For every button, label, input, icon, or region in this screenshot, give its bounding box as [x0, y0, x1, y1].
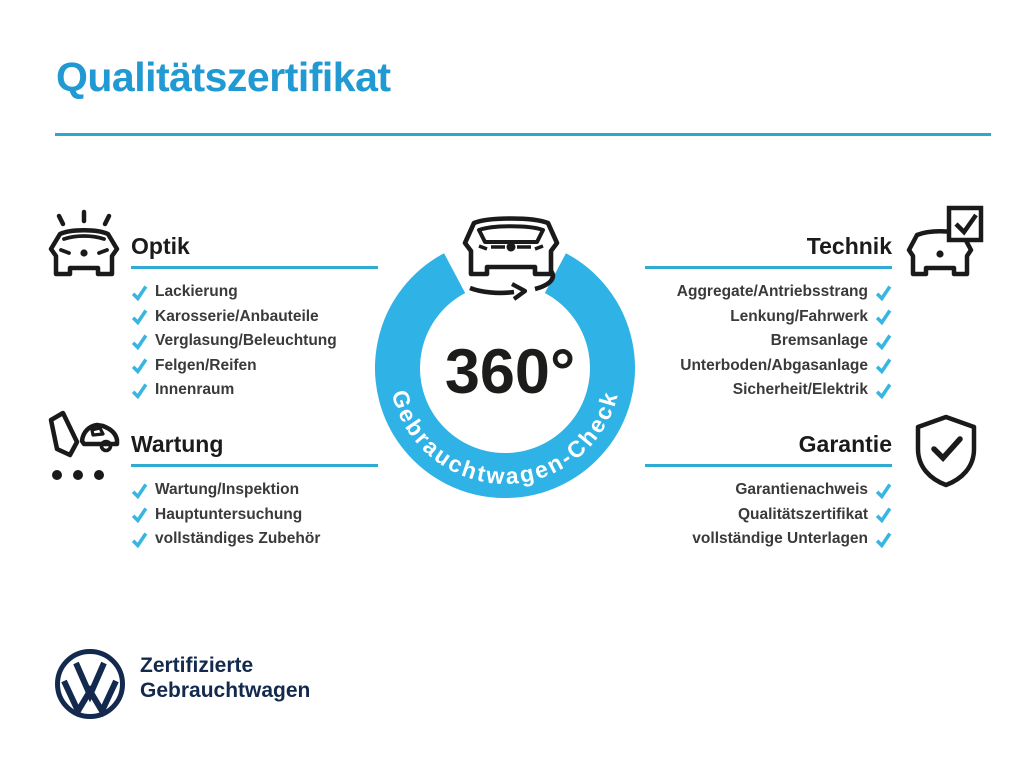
section-rule	[645, 464, 892, 467]
section-garantie: Garantie Garantienachweis Qualitätszerti…	[645, 431, 892, 552]
check-icon	[875, 309, 892, 326]
list-item: Karosserie/Anbauteile	[131, 305, 378, 330]
list-item-label: Hauptuntersuchung	[155, 505, 303, 523]
vw-logo	[55, 649, 125, 719]
list-item-label: Unterboden/Abgasanlage	[680, 356, 868, 374]
service-checklist-icon	[48, 410, 120, 480]
list-item: Aggregate/Antriebsstrang	[645, 280, 892, 305]
check-icon	[131, 309, 148, 326]
footer-brand-line1: Zertifizierte	[140, 654, 254, 677]
list-item: Innenraum	[131, 378, 378, 403]
check-icon	[131, 483, 148, 499]
list-item-label: Qualitätszertifikat	[737, 505, 868, 523]
list-item: Bremsanlage	[645, 329, 892, 354]
360-check-ring: Gebrauchtwagen-Check	[375, 253, 635, 498]
shield-check-icon	[915, 414, 977, 488]
footer-brand-line2: Gebrauchtwagen	[140, 679, 311, 702]
list-item-label: Bremsanlage	[770, 332, 868, 350]
list-item-label: vollständiges Zubehör	[155, 530, 321, 548]
check-icon	[875, 483, 892, 499]
check-icon	[131, 532, 148, 548]
check-icon	[875, 358, 892, 375]
section-optik: Optik Lackierung Karosserie/Anbauteile V…	[131, 233, 378, 403]
car-rotation-icon	[462, 216, 560, 301]
list-item-label: Lenkung/Fahrwerk	[730, 307, 868, 325]
check-icon	[875, 383, 892, 399]
list-item-label: Lackierung	[155, 283, 238, 301]
section-title-optik: Optik	[131, 233, 190, 259]
list-item-label: Garantienachweis	[735, 481, 868, 499]
section-title-wartung: Wartung	[131, 431, 224, 457]
list-item: Garantienachweis	[645, 478, 892, 503]
list-item-label: Felgen/Reifen	[155, 356, 257, 374]
list-item: Qualitätszertifikat	[645, 503, 892, 528]
list-item: Lenkung/Fahrwerk	[645, 305, 892, 330]
list-item-label: vollständige Unterlagen	[692, 530, 868, 548]
list-item: Verglasung/Beleuchtung	[131, 329, 378, 354]
check-icon	[875, 507, 892, 524]
list-item-label: Verglasung/Beleuchtung	[155, 332, 337, 350]
list-item: Sicherheit/Elektrik	[645, 378, 892, 403]
list-item-label: Aggregate/Antriebsstrang	[676, 283, 868, 301]
list-item-label: Innenraum	[155, 381, 235, 399]
section-rule	[645, 266, 892, 269]
section-title-technik: Technik	[806, 233, 892, 259]
list-item: Unterboden/Abgasanlage	[645, 354, 892, 379]
list-item-label: Wartung/Inspektion	[155, 481, 300, 499]
list-item: vollständiges Zubehör	[131, 527, 378, 552]
list-item-label: Sicherheit/Elektrik	[732, 381, 868, 399]
check-icon	[131, 334, 148, 350]
footer-brand: Zertifizierte Gebrauchtwagen	[140, 653, 310, 703]
list-item: vollständige Unterlagen	[645, 527, 892, 552]
list-item: Lackierung	[131, 280, 378, 305]
check-icon	[131, 507, 148, 524]
section-rule	[131, 464, 378, 467]
badge-360-value: 360°	[444, 337, 576, 407]
title-divider	[55, 133, 991, 136]
page-title: Qualitätszertifikat	[56, 54, 391, 100]
list-item: Hauptuntersuchung	[131, 503, 378, 528]
car-checkbox-icon	[906, 205, 984, 277]
section-wartung: Wartung Wartung/Inspektion Hauptuntersuc…	[131, 431, 378, 552]
car-shine-icon	[48, 209, 120, 277]
section-title-garantie: Garantie	[798, 431, 892, 457]
list-item: Felgen/Reifen	[131, 354, 378, 379]
list-item-label: Karosserie/Anbauteile	[155, 307, 319, 325]
check-icon	[131, 285, 148, 301]
check-icon	[131, 383, 148, 399]
section-rule	[131, 266, 378, 269]
section-technik: Technik Aggregate/Antriebsstrang Lenkung…	[645, 233, 892, 403]
check-icon	[875, 285, 892, 301]
check-icon	[131, 358, 148, 375]
check-icon	[875, 532, 892, 548]
check-icon	[875, 334, 892, 350]
list-item: Wartung/Inspektion	[131, 478, 378, 503]
